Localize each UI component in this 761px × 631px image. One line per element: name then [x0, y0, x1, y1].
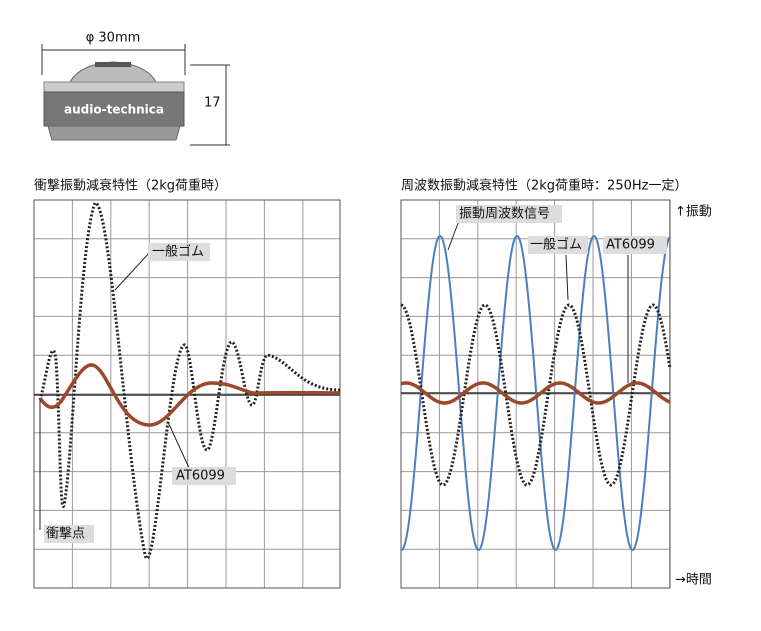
- left-label: 一般ゴム: [152, 244, 204, 260]
- height: 17: [204, 96, 221, 111]
- right-label: 振動周波数信号: [459, 207, 550, 222]
- right-title: 周波数振動減衰特性（2kg荷重時：250Hz一定）: [401, 178, 687, 194]
- brand: audio-technica: [64, 103, 164, 117]
- right-label: 一般ゴム: [530, 237, 582, 253]
- rubber-curve: [38, 201, 341, 560]
- right-label: AT6099: [606, 238, 655, 253]
- right-frame: [400, 199, 671, 589]
- diameter: φ 30mm: [86, 31, 141, 46]
- left-label: 衝撃点: [46, 526, 85, 542]
- left-title: 衝撃振動減衰特性（2kg荷重時）: [34, 178, 227, 194]
- signal-curve: [401, 234, 671, 551]
- right-grid: [401, 200, 671, 588]
- at6099-curve: [400, 381, 671, 405]
- x-label: →時間: [675, 573, 712, 588]
- y-label: ↑振動: [675, 205, 712, 220]
- at6099-curve: [38, 363, 341, 427]
- left-label: AT6099: [176, 469, 225, 484]
- product: φ 30mm audio-technica 17: [41, 31, 230, 146]
